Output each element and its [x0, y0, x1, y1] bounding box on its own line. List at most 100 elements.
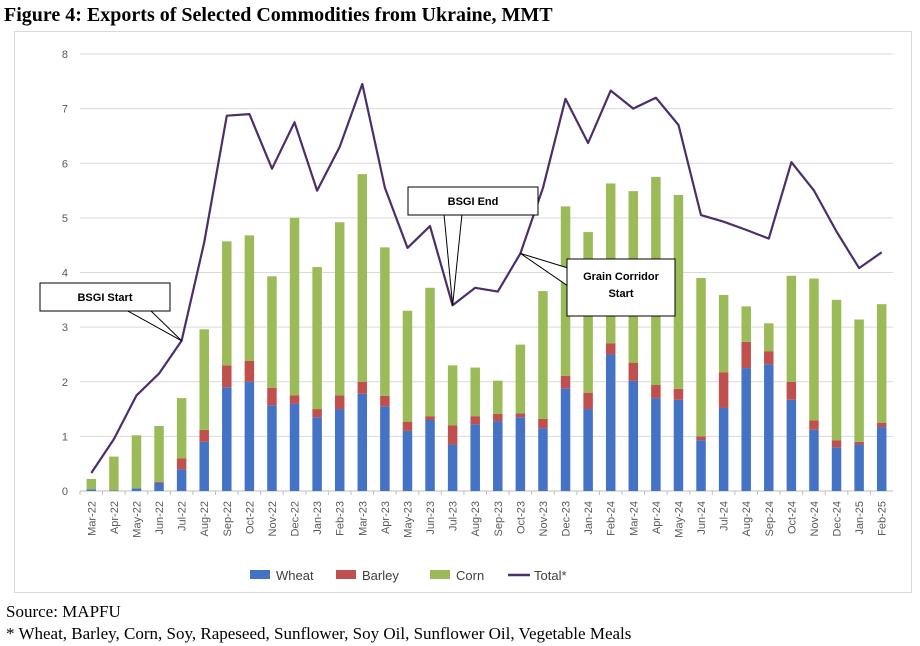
bar-barley-feb-25 — [876, 422, 887, 428]
bar-barley-feb-23 — [334, 395, 345, 410]
bar-corn-sep-24 — [764, 323, 774, 352]
bar-wheat-jul-24 — [718, 407, 729, 491]
callout-pointer — [124, 309, 182, 342]
bar-corn-dec-23 — [560, 206, 571, 376]
x-tick-label: Sep-24 — [764, 501, 776, 536]
bar-wheat-jun-23 — [425, 419, 435, 491]
bar-barley-oct-23 — [515, 413, 526, 418]
x-tick-label: Aug-22 — [199, 501, 211, 536]
callout-joint — [126, 308, 150, 310]
bar-barley-sep-24 — [764, 351, 774, 365]
x-tick-label: Jun-23 — [425, 501, 437, 535]
bar-barley-sep-22 — [222, 365, 232, 388]
callout-joint — [568, 268, 570, 286]
y-tick-label: 3 — [62, 322, 68, 334]
bar-corn-jun-23 — [425, 287, 435, 417]
y-tick-label: 8 — [62, 49, 68, 61]
x-tick-label: Nov-22 — [267, 501, 279, 536]
bar-wheat-aug-24 — [741, 368, 751, 491]
bar-barley-jul-24 — [718, 372, 729, 408]
bar-wheat-jul-22 — [176, 469, 187, 491]
bar-barley-mar-24 — [628, 362, 639, 381]
y-tick-label: 7 — [62, 104, 68, 116]
x-tick-label: Jan-24 — [583, 501, 595, 535]
bar-wheat-jan-24 — [583, 409, 593, 491]
bar-corn-nov-23 — [538, 291, 548, 419]
legend-item-wheat: Wheat — [250, 568, 314, 583]
bar-wheat-jan-25 — [854, 444, 864, 491]
bar-corn-feb-25 — [876, 304, 887, 423]
bar-wheat-jan-23 — [312, 417, 322, 491]
x-tick-label: Feb-24 — [606, 501, 618, 536]
x-tick-label: Nov-24 — [809, 501, 821, 536]
bar-corn-jun-22 — [154, 425, 164, 482]
bar-barley-dec-22 — [289, 395, 300, 404]
x-tick-label: May-23 — [403, 501, 415, 538]
bar-barley-aug-22 — [199, 429, 209, 442]
bar-wheat-feb-24 — [605, 354, 616, 491]
bar-barley-jan-23 — [312, 409, 322, 418]
bar-wheat-feb-23 — [334, 409, 345, 491]
bar-barley-apr-24 — [651, 385, 661, 399]
callout-joint — [444, 212, 462, 214]
bar-wheat-oct-24 — [786, 399, 797, 491]
bar-barley-feb-24 — [605, 343, 616, 355]
x-tick-label: Nov-23 — [538, 501, 550, 536]
bar-corn-may-23 — [402, 310, 413, 422]
bar-wheat-jul-23 — [447, 444, 458, 491]
bar-barley-dec-24 — [831, 440, 842, 448]
legend-swatch — [250, 570, 270, 579]
total-line — [90, 82, 883, 474]
x-tick-label: Apr-22 — [109, 501, 121, 534]
bar-corn-apr-23 — [380, 247, 390, 396]
y-tick-label: 6 — [62, 158, 68, 170]
bar-barley-sep-23 — [493, 413, 503, 422]
bar-barley-jun-22 — [154, 481, 164, 483]
bar-wheat-oct-23 — [515, 417, 526, 491]
source-note: Source: MAPFU — [6, 602, 121, 621]
bar-wheat-nov-24 — [809, 429, 819, 491]
bar-wheat-mar-23 — [357, 393, 368, 491]
footnote: * Wheat, Barley, Corn, Soy, Rapeseed, Su… — [6, 624, 632, 643]
bar-corn-mar-23 — [357, 174, 368, 382]
bar-corn-aug-23 — [470, 367, 480, 417]
bar-wheat-sep-22 — [222, 387, 232, 491]
bar-corn-mar-22 — [86, 478, 97, 490]
bar-corn-oct-23 — [515, 344, 526, 414]
callout-text: Start — [608, 288, 633, 300]
bar-wheat-sep-23 — [493, 421, 503, 491]
x-tick-label: Sep-22 — [222, 501, 234, 536]
x-tick-label: Mar-22 — [86, 501, 98, 536]
bar-corn-jul-22 — [176, 398, 187, 459]
bar-wheat-dec-23 — [560, 388, 571, 491]
bar-wheat-nov-22 — [267, 405, 277, 491]
legend-item-total: Total* — [508, 568, 567, 583]
bar-corn-nov-24 — [809, 278, 819, 421]
bar-corn-feb-23 — [334, 222, 345, 396]
legend-item-corn: Corn — [430, 568, 484, 583]
bar-wheat-apr-24 — [651, 398, 661, 491]
callout-bsgi-start: BSGI Start — [39, 282, 182, 342]
bar-corn-jun-24 — [696, 277, 706, 437]
bars — [86, 174, 887, 491]
bar-corn-oct-22 — [244, 235, 255, 361]
bar-corn-jul-23 — [447, 365, 458, 426]
bar-barley-jun-23 — [425, 416, 435, 420]
legend-swatch — [336, 570, 356, 579]
bar-wheat-feb-25 — [876, 427, 887, 491]
x-tick-label: Apr-24 — [651, 501, 663, 534]
legend: Wheat Barley Corn Total* — [250, 568, 567, 583]
callout-box — [566, 258, 676, 317]
bar-corn-jan-25 — [854, 319, 864, 442]
bar-barley-apr-23 — [380, 395, 390, 407]
callout-box — [407, 186, 539, 216]
callout-pointer — [443, 213, 463, 306]
bar-wheat-sep-24 — [764, 364, 774, 491]
bar-barley-mar-23 — [357, 381, 368, 394]
callout-text: BSGI End — [448, 196, 499, 208]
y-tick-label: 1 — [62, 431, 68, 443]
bar-wheat-dec-22 — [289, 403, 300, 491]
bar-wheat-may-24 — [673, 399, 684, 491]
bar-barley-may-24 — [673, 388, 684, 400]
callout-box — [39, 282, 171, 312]
